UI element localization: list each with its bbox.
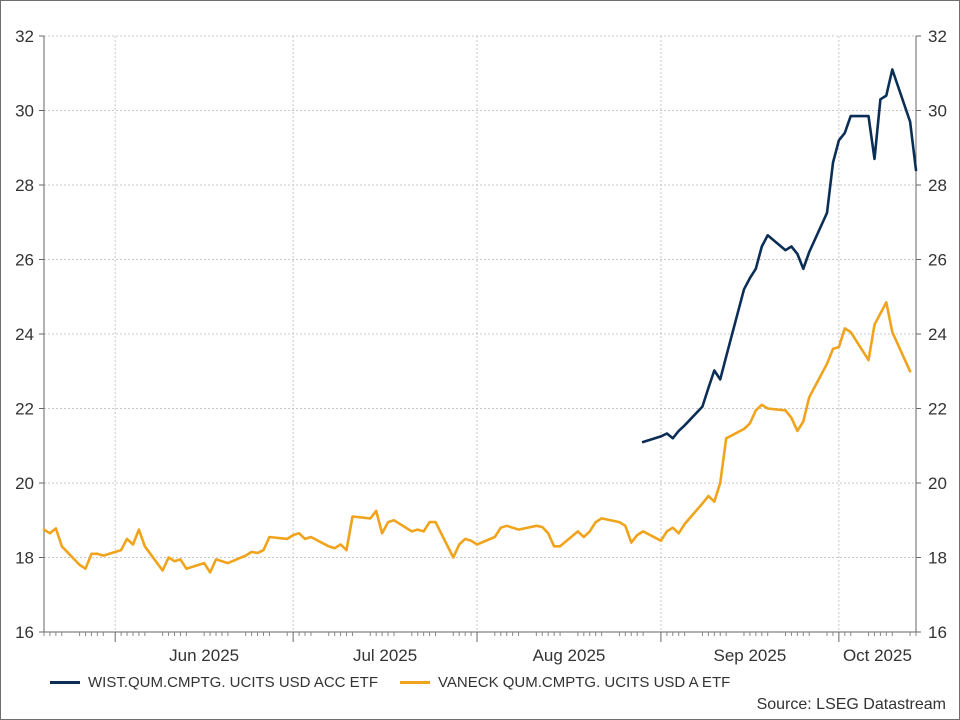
axes	[39, 35, 921, 642]
y-tick-label-right: 22	[928, 400, 947, 419]
x-tick-label: Oct 2025	[843, 646, 912, 665]
y-axis-ticks: 16 16 18 18 20 20 22 22 24 24 26 26 28 28 30 30 32 32	[15, 27, 947, 642]
y-tick-label-right: 18	[928, 549, 947, 568]
legend-label-wist: WIST.QUM.CMPTG. UCITS USD ACC ETF	[88, 673, 379, 691]
x-tick-label: Jun 2025	[169, 646, 239, 665]
y-tick-label-left: 22	[15, 400, 34, 419]
y-tick-label-right: 30	[928, 102, 947, 121]
y-tick-label-right: 26	[928, 251, 947, 270]
y-tick-label-left: 32	[15, 27, 34, 46]
y-tick-label-left: 16	[15, 623, 34, 642]
legend: WIST.QUM.CMPTG. UCITS USD ACC ETF VANECK…	[50, 672, 752, 692]
y-tick-label-right: 32	[928, 27, 947, 46]
x-tick-label: Aug 2025	[533, 646, 606, 665]
y-tick-label-left: 18	[15, 549, 34, 568]
legend-item-wist: WIST.QUM.CMPTG. UCITS USD ACC ETF	[50, 674, 378, 691]
legend-swatch-vaneck	[400, 680, 431, 684]
y-tick-label-right: 20	[928, 474, 947, 493]
x-tick-label: Sep 2025	[714, 646, 787, 665]
series-lines	[42, 68, 918, 574]
x-tick-label: Jul 2025	[353, 646, 417, 665]
series-line-vaneck	[42, 300, 912, 574]
series-line-wist	[641, 68, 918, 444]
legend-item-vaneck: VANECK QUM.CMPTG. UCITS USD A ETF	[400, 674, 730, 691]
y-tick-label-right: 24	[928, 325, 947, 344]
y-tick-label-left: 28	[15, 176, 34, 195]
legend-swatch-wist	[50, 680, 80, 684]
y-tick-label-left: 26	[15, 251, 34, 270]
y-tick-label-left: 30	[15, 102, 34, 121]
legend-label-vaneck: VANECK QUM.CMPTG. UCITS USD A ETF	[438, 673, 731, 691]
y-tick-label-left: 20	[15, 474, 34, 493]
y-tick-label-right: 16	[928, 623, 947, 642]
x-axis-ticks: Jun 2025 Jul 2025 Aug 2025 Sep 2025 Oct 2025	[169, 646, 912, 665]
source-note: Source: LSEG Datastream	[756, 696, 946, 713]
y-tick-label-right: 28	[928, 176, 947, 195]
y-tick-label-left: 24	[15, 325, 34, 344]
